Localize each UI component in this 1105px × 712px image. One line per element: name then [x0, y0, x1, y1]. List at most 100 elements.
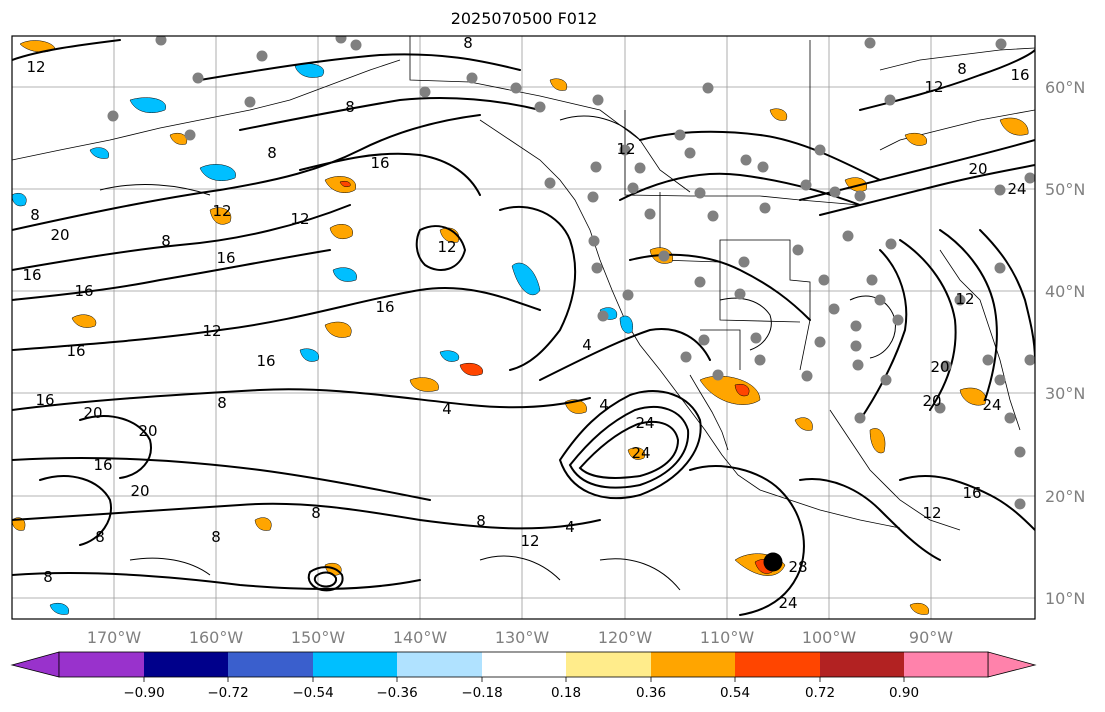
lon-label: 110°W	[700, 628, 755, 647]
contour-label: 12	[437, 238, 456, 256]
contour-label: 16	[1010, 66, 1029, 84]
contour-label: 16	[22, 266, 41, 284]
contour-label: 12	[202, 322, 221, 340]
colorbar-segment	[482, 652, 566, 677]
contour-label: 4	[599, 396, 609, 414]
contour-label: 12	[290, 210, 309, 228]
colorbar-segment	[397, 652, 482, 677]
colorbar-tick-label: 0.54	[720, 685, 750, 701]
lon-label: 130°W	[495, 628, 550, 647]
contour-label: 24	[778, 594, 797, 612]
contour-label: 20	[922, 392, 941, 410]
contour-label: 12	[212, 202, 231, 220]
colorbar-tick-label: −0.36	[376, 685, 417, 701]
map-panel: 8 12 8 8 16 12 20 24 12 12 8 20 8 16 12 …	[12, 34, 1035, 619]
contour-label: 8	[211, 528, 221, 546]
contour-label: 16	[35, 391, 54, 409]
lon-label: 170°W	[87, 628, 142, 647]
lat-label: 30°N	[1045, 384, 1085, 403]
lon-label: 140°W	[393, 628, 448, 647]
contour-label: 24	[635, 414, 654, 432]
contour-label: 24	[982, 396, 1001, 414]
contour-label: 16	[370, 154, 389, 172]
colorbar-segment	[651, 652, 735, 677]
contour-label: 8	[476, 512, 486, 530]
colorbar-segment	[735, 652, 820, 677]
contour-label: 16	[962, 484, 981, 502]
contour-label: 16	[74, 282, 93, 300]
map-title: 2025070500 F012	[450, 9, 598, 28]
colorbar-segment	[59, 652, 144, 677]
contour-label: 16	[93, 456, 112, 474]
contour-label: 20	[50, 226, 69, 244]
contour-label: 20	[968, 160, 987, 178]
contour-lines	[12, 39, 1035, 616]
contour-label: 12	[616, 140, 635, 158]
storm-center-marker	[763, 552, 783, 572]
contour-label: 16	[375, 298, 394, 316]
contour-label: 20	[130, 482, 149, 500]
contour-label: 4	[582, 336, 592, 354]
contour-label: 8	[463, 34, 473, 52]
lon-label: 160°W	[189, 628, 244, 647]
contour-label: 8	[345, 98, 355, 116]
colorbar-right-extend	[987, 651, 1037, 678]
contour-label: 20	[83, 404, 102, 422]
lon-label: 90°W	[909, 628, 953, 647]
colorbar-tick-label: −0.72	[207, 685, 248, 701]
contour-label: 4	[442, 400, 452, 418]
contour-label: 16	[256, 352, 275, 370]
contour-label: 8	[43, 568, 53, 586]
graticule	[12, 36, 1035, 619]
station-markers	[107, 36, 1035, 510]
colorbar-segment	[904, 652, 988, 677]
colorbar-tick-label: −0.18	[461, 685, 502, 701]
lat-label: 10°N	[1045, 589, 1085, 608]
colorbar-segment	[313, 652, 397, 677]
contour-label: 12	[520, 532, 539, 550]
colorbar-left-extend	[10, 651, 60, 678]
contour-label: 12	[955, 290, 974, 308]
contour-label: 16	[216, 249, 235, 267]
lon-label: 100°W	[802, 628, 857, 647]
contour-label: 24	[631, 444, 650, 462]
colorbar-tick-label: 0.72	[805, 685, 835, 701]
colorbar: −0.90 −0.72 −0.54 −0.36 −0.18 0.18 0.36 …	[10, 651, 1037, 701]
colorbar-segment	[566, 652, 651, 677]
lat-label: 40°N	[1045, 282, 1085, 301]
contour-label: 20	[930, 358, 949, 376]
lat-label: 50°N	[1045, 180, 1085, 199]
colorbar-tick-label: −0.54	[292, 685, 333, 701]
contour-label: 8	[217, 394, 227, 412]
contour-label-group: 8 12 8 8 16 12 20 24 12 12 8 20 8 16 12 …	[22, 34, 1029, 612]
latitude-axis: 60°N 50°N 40°N 30°N 20°N 10°N	[1045, 78, 1085, 608]
contour-label: 8	[161, 232, 171, 250]
contour-label: 24	[1007, 180, 1026, 198]
contour-label: 8	[311, 504, 321, 522]
lon-label: 150°W	[291, 628, 346, 647]
lon-label: 120°W	[598, 628, 653, 647]
colorbar-segment	[820, 652, 904, 677]
contour-label: 12	[26, 58, 45, 76]
contour-label: 8	[957, 60, 967, 78]
colorbar-tick-label: −0.90	[123, 685, 164, 701]
colorbar-tick-label: 0.90	[889, 685, 919, 701]
colorbar-segment	[228, 652, 313, 677]
map-border	[11, 35, 1036, 620]
contour-label: 12	[924, 78, 943, 96]
contour-label: 28	[788, 558, 807, 576]
contour-label: 8	[95, 528, 105, 546]
lat-label: 20°N	[1045, 487, 1085, 506]
contour-label: 16	[66, 342, 85, 360]
colorbar-tick-label: 0.18	[551, 685, 581, 701]
contour-label: 4	[565, 518, 575, 536]
contour-label: 8	[30, 206, 40, 224]
contour-label: 20	[138, 422, 157, 440]
coastlines	[12, 36, 1035, 531]
lat-label: 60°N	[1045, 78, 1085, 97]
longitude-axis: 170°W 160°W 150°W 140°W 130°W 120°W 110°…	[87, 628, 953, 647]
colorbar-tick-label: 0.36	[636, 685, 666, 701]
contour-label: 12	[922, 504, 941, 522]
contour-label: 8	[267, 144, 277, 162]
